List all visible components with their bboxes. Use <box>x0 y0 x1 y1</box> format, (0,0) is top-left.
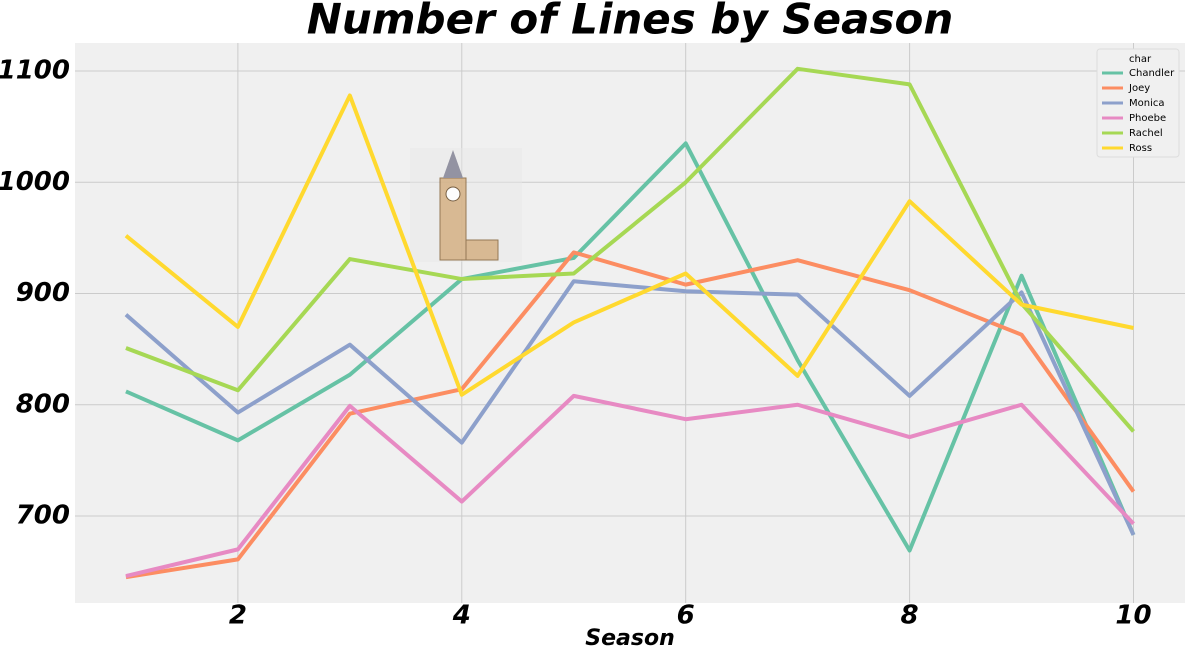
chart-title: Number of Lines by Season <box>307 0 954 44</box>
x-tick-label: 8 <box>901 601 919 631</box>
x-tick-label: 4 <box>452 601 471 631</box>
y-tick-label: 1000 <box>0 167 70 197</box>
series-line <box>125 393 1135 579</box>
legend-title: char <box>1129 54 1152 65</box>
decoration-clock-tower <box>410 148 522 262</box>
x-axis-label: Season <box>585 626 674 651</box>
legend-label: Joey <box>1128 83 1150 94</box>
series-line <box>125 66 1136 433</box>
legend-box <box>1096 48 1180 158</box>
y-tick-label: 700 <box>16 501 70 531</box>
series-line <box>124 279 1136 536</box>
grid <box>75 43 1185 603</box>
legend-label: Chandler <box>1129 68 1175 79</box>
x-tick-label: 6 <box>677 601 695 631</box>
series-line <box>125 141 1136 553</box>
x-tick-label: 2 <box>229 601 247 631</box>
legend: char Chandler Joey Monica Phoebe Rachel Ross <box>1096 48 1180 158</box>
series-line <box>124 93 1134 397</box>
legend-label: Rachel <box>1129 128 1163 139</box>
legend-label: Ross <box>1129 143 1152 154</box>
legend-label: Phoebe <box>1129 113 1166 124</box>
y-tick-label: 900 <box>16 278 70 308</box>
y-tick-label: 800 <box>16 389 70 419</box>
y-tick-label: 1100 <box>0 56 70 86</box>
plot-area <box>75 43 1185 603</box>
legend-label: Monica <box>1129 98 1165 109</box>
lines <box>124 66 1136 580</box>
x-tick-label: 10 <box>1115 601 1151 631</box>
series-line <box>125 250 1136 580</box>
